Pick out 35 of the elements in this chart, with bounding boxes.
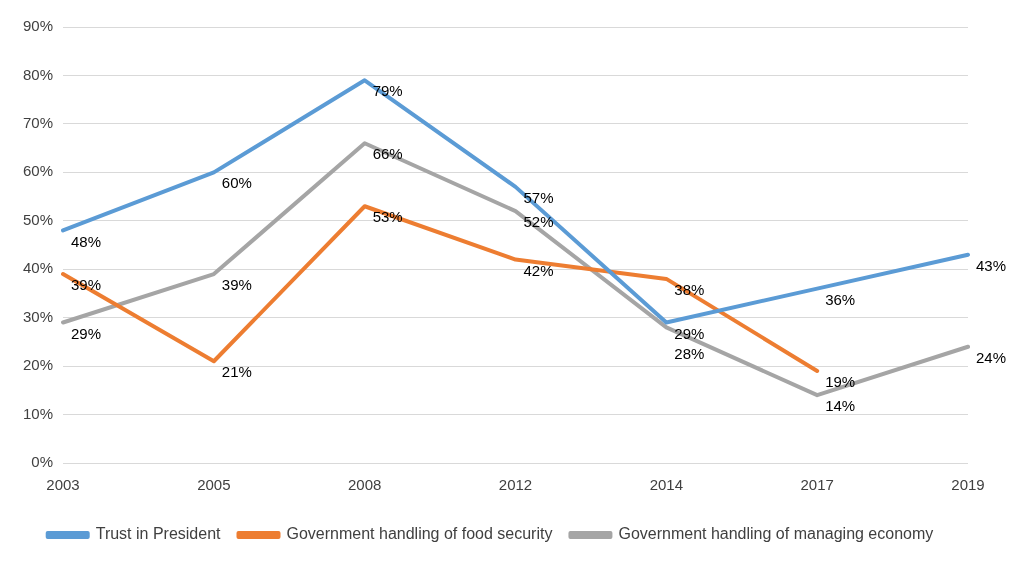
data-label: 21% (221, 363, 252, 381)
x-tick-label: 2017 (800, 476, 834, 494)
y-tick-label: 70% (22, 114, 54, 132)
y-tick-label: 50% (22, 210, 54, 228)
x-tick-label: 2005 (197, 476, 231, 494)
data-label: 29% (71, 324, 102, 342)
data-label: 52% (523, 213, 554, 231)
x-tick-label: 2019 (951, 476, 985, 494)
data-label: 48% (71, 232, 102, 250)
legend-label: Government handling of food security (286, 525, 553, 543)
x-tick-label: 2014 (649, 476, 684, 494)
data-label: 29% (674, 324, 705, 342)
data-label: 14% (825, 397, 856, 415)
data-label: 39% (221, 276, 252, 294)
data-label: 66% (372, 145, 403, 163)
y-tick-label: 40% (22, 259, 54, 277)
data-label: 28% (674, 345, 705, 363)
legend-label: Trust in President (95, 525, 222, 543)
data-label: 19% (825, 373, 856, 391)
y-tick-label: 0% (31, 453, 54, 471)
data-label: 42% (523, 261, 554, 279)
y-tick-label: 60% (22, 162, 54, 180)
x-tick-label: 2003 (46, 476, 80, 494)
x-tick-label: 2008 (347, 476, 382, 494)
y-tick-label: 90% (22, 17, 54, 35)
legend-label: Government handling of managing economy (618, 525, 934, 543)
data-label: 43% (976, 256, 1007, 274)
y-tick-label: 30% (22, 307, 54, 325)
data-label: 24% (976, 348, 1007, 366)
data-label: 36% (825, 290, 856, 308)
x-tick-label: 2012 (498, 476, 533, 494)
data-label: 60% (221, 174, 252, 192)
y-tick-label: 10% (22, 404, 54, 422)
y-tick-label: 80% (22, 65, 54, 83)
y-tick-label: 20% (22, 356, 54, 374)
